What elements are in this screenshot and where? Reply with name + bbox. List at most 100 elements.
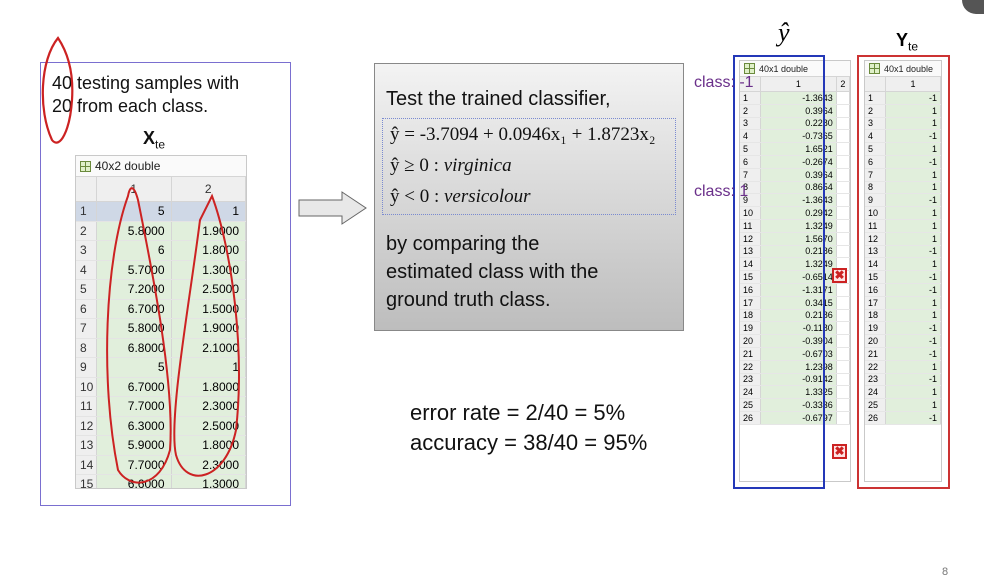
table-cell[interactable]: 1 xyxy=(885,104,941,118)
table-cell[interactable]: 1 xyxy=(885,309,941,323)
table-cell[interactable]: -0.1180 xyxy=(760,321,837,336)
table-row[interactable]: 17 0.3415 xyxy=(740,296,850,310)
table-cell[interactable]: -1.3643 xyxy=(760,193,837,208)
table-row[interactable]: 16 -1.3171 xyxy=(740,283,850,297)
table-row[interactable]: 20 -0.3904 xyxy=(740,334,850,348)
table-cell[interactable]: 2.5000 xyxy=(171,416,246,436)
table-row[interactable]: 2 5.8000 1.9000 xyxy=(76,221,246,241)
empty-cell[interactable] xyxy=(836,373,850,387)
table-cell[interactable]: -1 xyxy=(885,91,941,105)
table-row[interactable]: 26 -1 xyxy=(865,411,941,425)
table-cell[interactable]: 1 xyxy=(885,168,941,182)
empty-cell[interactable] xyxy=(836,129,850,144)
table-row[interactable]: 26 -0.6797 xyxy=(740,411,850,425)
table-cell[interactable]: -1 xyxy=(885,245,941,259)
table-cell[interactable]: -0.9142 xyxy=(760,373,837,387)
table-row[interactable]: 4 -1 xyxy=(865,129,941,144)
table-row[interactable]: 10 1 xyxy=(865,206,941,220)
table-cell[interactable]: -0.2674 xyxy=(760,155,837,169)
table-row[interactable]: 12 6.3000 2.5000 xyxy=(76,416,246,436)
table-cell[interactable]: 5.8000 xyxy=(96,221,172,241)
table-cell[interactable]: 1.8000 xyxy=(171,377,246,397)
table-cell[interactable]: 1 xyxy=(885,117,941,131)
table-cell[interactable]: 1.3325 xyxy=(760,385,837,400)
table-cell[interactable]: 1.5000 xyxy=(171,299,246,319)
table-row[interactable]: 10 6.7000 1.8000 xyxy=(76,377,246,397)
table-row[interactable]: 21 -1 xyxy=(865,347,941,361)
table-cell[interactable]: -1 xyxy=(885,411,941,425)
empty-cell[interactable] xyxy=(836,385,850,400)
table-cell[interactable]: 0.2186 xyxy=(760,245,837,259)
table-row[interactable]: 23 -0.9142 xyxy=(740,373,850,387)
table-cell[interactable]: 1 xyxy=(885,296,941,310)
table-row[interactable]: 8 0.8654 xyxy=(740,181,850,195)
table-row[interactable]: 12 1.5670 xyxy=(740,232,850,246)
table-row[interactable]: 21 -0.6703 xyxy=(740,347,850,361)
table-row[interactable]: 7 0.3964 xyxy=(740,168,850,182)
table-cell[interactable]: 2.1000 xyxy=(171,338,246,358)
column-header[interactable]: 1 xyxy=(760,77,837,92)
table-cell[interactable]: 1.9000 xyxy=(171,318,246,339)
table-row[interactable]: 8 6.8000 2.1000 xyxy=(76,338,246,358)
column-header[interactable]: 1 xyxy=(885,77,941,92)
table-row[interactable]: 11 1.3249 xyxy=(740,219,850,233)
table-cell[interactable]: 1 xyxy=(885,398,941,412)
table-row[interactable]: 12 1 xyxy=(865,232,941,246)
table-cell[interactable]: -1 xyxy=(885,347,941,361)
table-row[interactable]: 15 -1 xyxy=(865,270,941,284)
table-cell[interactable]: 6.7000 xyxy=(96,299,172,319)
table-row[interactable]: 20 -1 xyxy=(865,334,941,348)
table-cell[interactable]: 1 xyxy=(885,232,941,246)
table-cell[interactable]: 1 xyxy=(885,385,941,400)
table-row[interactable]: 11 1 xyxy=(865,219,941,233)
table-cell[interactable]: 0.3964 xyxy=(760,168,837,182)
column-header[interactable]: 1 xyxy=(96,177,172,202)
table-row[interactable]: 25 1 xyxy=(865,398,941,412)
column-header[interactable]: 2 xyxy=(836,77,850,92)
table-cell[interactable]: 1 xyxy=(885,206,941,220)
table-cell[interactable]: -0.6797 xyxy=(760,411,837,425)
table-cell[interactable]: 0.3964 xyxy=(760,104,837,118)
empty-cell[interactable] xyxy=(836,104,850,118)
table-cell[interactable]: -1 xyxy=(885,334,941,348)
empty-cell[interactable] xyxy=(836,283,850,297)
table-cell[interactable]: 1.9000 xyxy=(171,221,246,241)
table-cell[interactable]: -1.3171 xyxy=(760,283,837,297)
table-cell[interactable]: 5.8000 xyxy=(96,318,172,339)
table-cell[interactable]: 5 xyxy=(96,357,172,378)
table-cell[interactable]: -1 xyxy=(885,373,941,387)
table-row[interactable]: 24 1 xyxy=(865,385,941,400)
table-row[interactable]: 6 -1 xyxy=(865,155,941,169)
table-cell[interactable]: -0.6514 xyxy=(760,270,837,284)
table-cell[interactable]: 1.3249 xyxy=(760,219,837,233)
table-cell[interactable]: -1 xyxy=(885,283,941,297)
table-cell[interactable]: 0.2186 xyxy=(760,309,837,323)
column-header[interactable]: 2 xyxy=(171,177,246,202)
empty-cell[interactable] xyxy=(836,232,850,246)
empty-cell[interactable] xyxy=(836,296,850,310)
table-cell[interactable]: 5 xyxy=(96,201,172,222)
empty-cell[interactable] xyxy=(836,155,850,169)
empty-cell[interactable] xyxy=(836,245,850,259)
table-cell[interactable]: 0.2942 xyxy=(760,206,837,220)
table-row[interactable]: 19 -0.1180 xyxy=(740,321,850,336)
table-cell[interactable]: -1 xyxy=(885,129,941,144)
empty-cell[interactable] xyxy=(836,347,850,361)
table-cell[interactable]: -1.3643 xyxy=(760,91,837,105)
table-row[interactable]: 1 -1 xyxy=(865,91,941,105)
table-row[interactable]: 7 5.8000 1.9000 xyxy=(76,318,246,339)
table-cell[interactable]: 1.3000 xyxy=(171,260,246,280)
table-row[interactable]: 4 -0.7365 xyxy=(740,129,850,144)
empty-cell[interactable] xyxy=(836,219,850,233)
table-row[interactable]: 11 7.7000 2.3000 xyxy=(76,396,246,417)
table-row[interactable]: 13 -1 xyxy=(865,245,941,259)
table-cell[interactable]: -0.6703 xyxy=(760,347,837,361)
table-cell[interactable]: 7.7000 xyxy=(96,396,172,417)
table-cell[interactable]: 1 xyxy=(885,142,941,156)
empty-cell[interactable] xyxy=(836,142,850,156)
table-row[interactable]: 9 -1.3643 xyxy=(740,193,850,208)
